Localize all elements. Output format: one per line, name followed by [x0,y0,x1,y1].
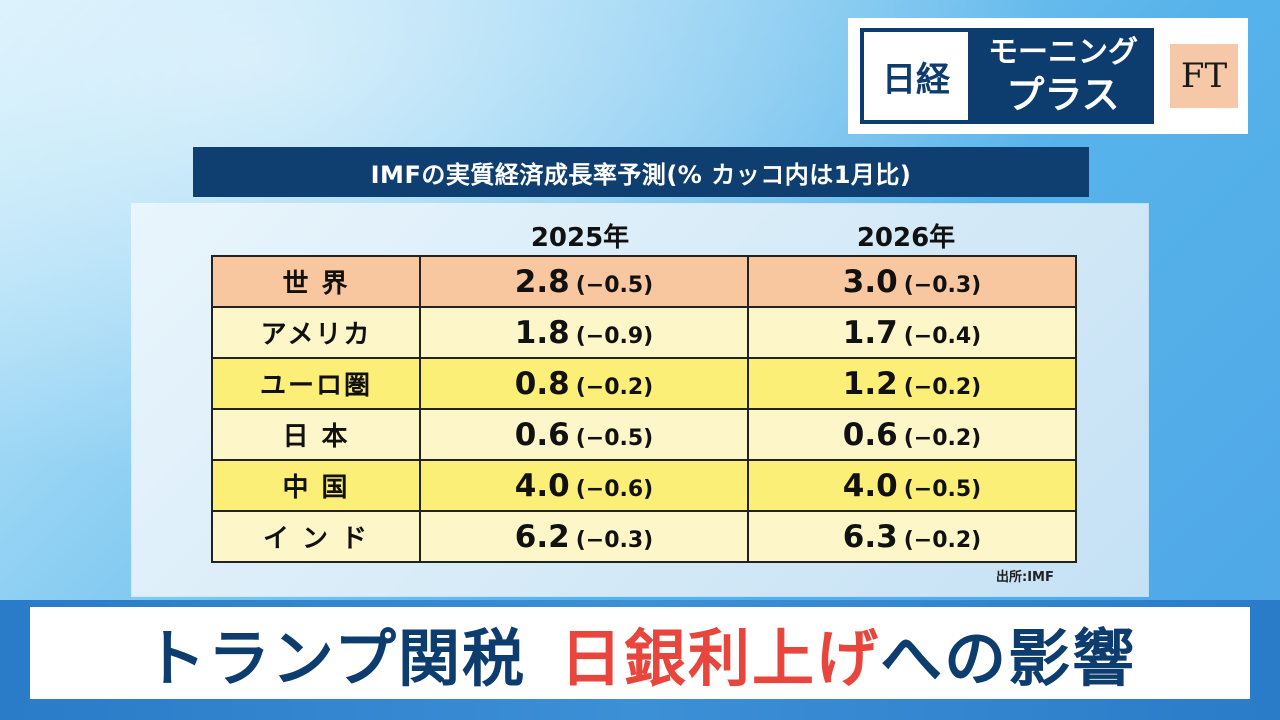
value: 4.0 [842,467,898,504]
table-row: 世 界 2.8 (−0.5) 3.0 (−0.3) [211,255,1077,308]
ft-logo-text: FT [1180,56,1228,96]
value: 3.0 [842,263,898,300]
change: (−0.5) [903,476,982,502]
value-cell-2026: 6.3 (−0.2) [747,510,1077,563]
headline-part-3: への影響 [880,622,1137,695]
nikkei-logo: 日経 [860,28,972,124]
change: (−0.5) [575,425,654,451]
change: (−0.2) [903,374,982,400]
change: (−0.4) [903,323,982,349]
value-cell-2026: 1.2 (−0.2) [747,357,1077,410]
table-row: アメリカ 1.8 (−0.9) 1.7 (−0.4) [211,306,1077,359]
program-logo: 日経 モーニング プラス FT [848,18,1248,134]
change: (−0.2) [575,374,654,400]
change: (−0.3) [903,272,982,298]
ft-logo: FT [1170,44,1238,108]
table-row: 日 本 0.6 (−0.5) 0.6 (−0.2) [211,408,1077,461]
change: (−0.3) [575,527,654,553]
region-cell: ユーロ圏 [211,357,421,410]
value-cell-2026: 1.7 (−0.4) [747,306,1077,359]
change: (−0.2) [903,425,982,451]
value: 4.0 [514,467,570,504]
value: 0.6 [842,416,898,453]
value-cell-2026: 0.6 (−0.2) [747,408,1077,461]
value: 1.2 [842,365,898,402]
headline-part-1: トランプ関税 [143,622,527,695]
value: 6.2 [514,518,570,555]
region-cell: 世 界 [211,255,421,308]
headline-part-2: 日銀利上げ [560,622,881,695]
value-cell-2025: 0.6 (−0.5) [419,408,749,461]
region-cell: イ ン ド [211,510,421,563]
value: 6.3 [842,518,898,555]
column-header-2025: 2025年 [530,223,630,253]
value: 1.7 [842,314,898,351]
value-cell-2025: 0.8 (−0.2) [419,357,749,410]
value-cell-2025: 2.8 (−0.5) [419,255,749,308]
headline-banner: トランプ関税 日銀利上げ への影響 [30,607,1250,699]
value: 0.6 [514,416,570,453]
table-row: 中 国 4.0 (−0.6) 4.0 (−0.5) [211,459,1077,512]
value-cell-2025: 4.0 (−0.6) [419,459,749,512]
growth-forecast-table: 世 界 2.8 (−0.5) 3.0 (−0.3) アメリカ 1.8 (−0.9) 1… [211,255,1077,563]
region-cell: 日 本 [211,408,421,461]
table-row: ユーロ圏 0.8 (−0.2) 1.2 (−0.2) [211,357,1077,410]
table-title: IMFの実質経済成長率予測(% カッコ内は1月比) [193,147,1089,197]
value-cell-2025: 6.2 (−0.3) [419,510,749,563]
value-cell-2025: 1.8 (−0.9) [419,306,749,359]
change: (−0.5) [575,272,654,298]
change: (−0.9) [575,323,654,349]
column-header-2026: 2026年 [856,223,956,253]
nikkei-logo-text: 日経 [882,59,950,100]
logo-line-2: プラス [1006,73,1120,117]
change: (−0.6) [575,476,654,502]
region-cell: 中 国 [211,459,421,512]
value: 0.8 [514,365,570,402]
morning-plus-logo: モーニング プラス [972,28,1154,124]
change: (−0.2) [903,527,982,553]
table-row: イ ン ド 6.2 (−0.3) 6.3 (−0.2) [211,510,1077,563]
value: 2.8 [514,263,570,300]
logo-line-1: モーニング [988,35,1138,70]
value-cell-2026: 3.0 (−0.3) [747,255,1077,308]
value-cell-2026: 4.0 (−0.5) [747,459,1077,512]
region-cell: アメリカ [211,306,421,359]
value: 1.8 [514,314,570,351]
source-note: 出所:IMF [996,570,1054,585]
